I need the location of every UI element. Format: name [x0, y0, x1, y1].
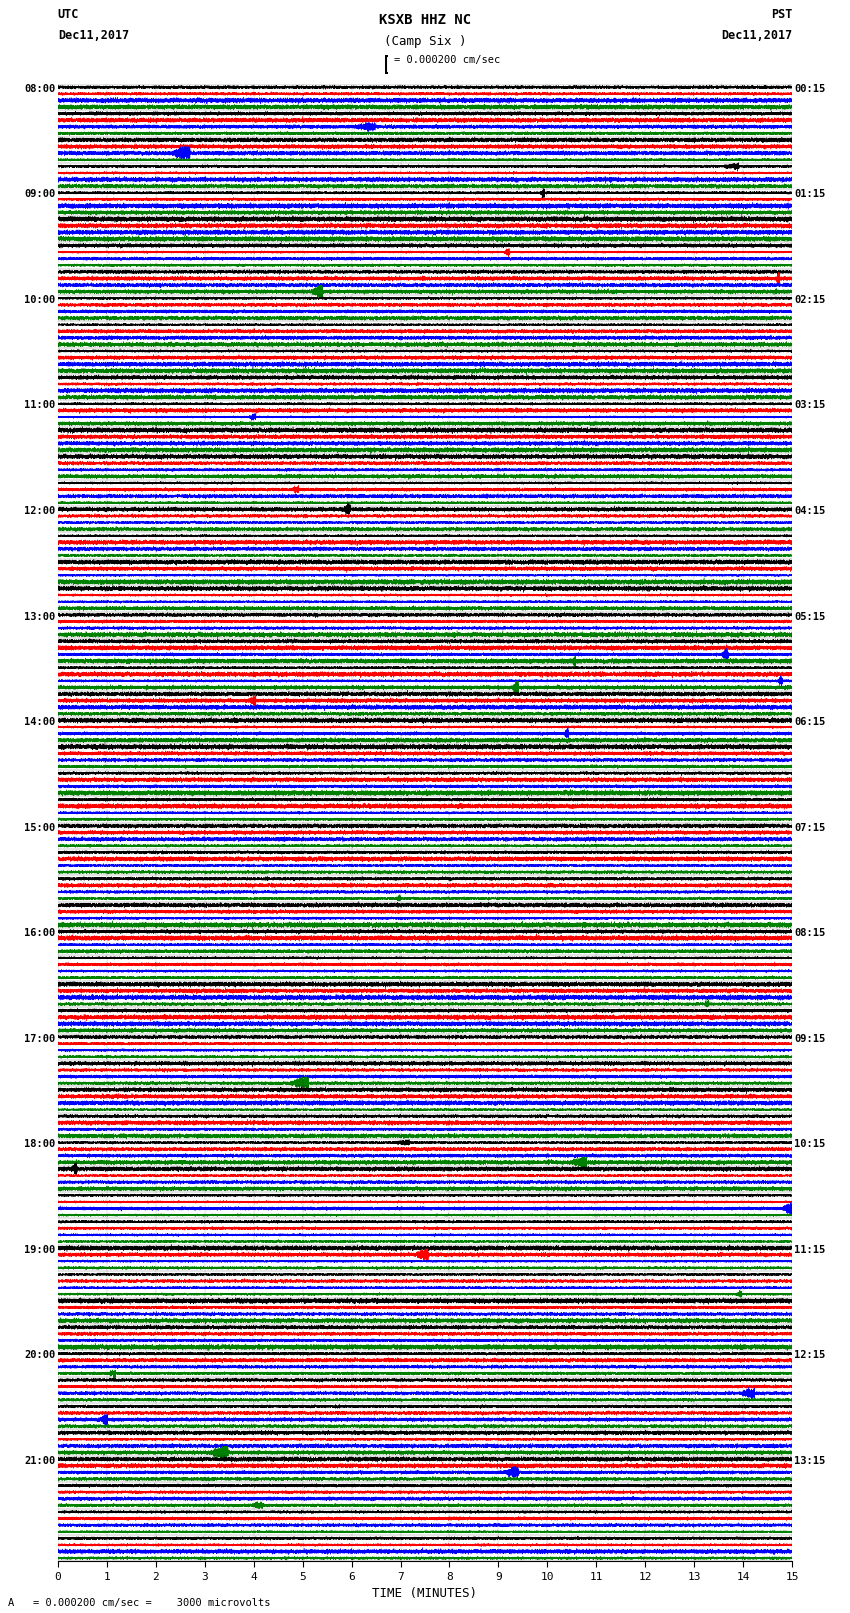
Text: 08:00: 08:00: [25, 84, 55, 94]
Text: 13:15: 13:15: [795, 1457, 825, 1466]
Text: 15:00: 15:00: [25, 823, 55, 832]
Text: 09:00: 09:00: [25, 189, 55, 200]
Text: 08:15: 08:15: [795, 927, 825, 939]
Text: 14:00: 14:00: [25, 718, 55, 727]
Text: 06:15: 06:15: [795, 718, 825, 727]
Text: 09:15: 09:15: [795, 1034, 825, 1044]
Text: 05:15: 05:15: [795, 611, 825, 621]
Text: 04:15: 04:15: [795, 506, 825, 516]
Text: 16:00: 16:00: [25, 927, 55, 939]
Text: Dec11,2017: Dec11,2017: [721, 29, 792, 42]
Text: 21:00: 21:00: [25, 1457, 55, 1466]
Text: 02:15: 02:15: [795, 295, 825, 305]
Text: 10:15: 10:15: [795, 1139, 825, 1148]
Text: 17:00: 17:00: [25, 1034, 55, 1044]
Text: 03:15: 03:15: [795, 400, 825, 410]
Text: 12:15: 12:15: [795, 1350, 825, 1360]
Text: 19:00: 19:00: [25, 1245, 55, 1255]
Text: 11:15: 11:15: [795, 1245, 825, 1255]
Text: = 0.000200 cm/sec: = 0.000200 cm/sec: [394, 55, 500, 65]
Text: UTC: UTC: [58, 8, 79, 21]
Text: PST: PST: [771, 8, 792, 21]
Text: 12:00: 12:00: [25, 506, 55, 516]
Text: (Camp Six ): (Camp Six ): [383, 35, 467, 48]
Text: 00:15: 00:15: [795, 84, 825, 94]
Text: A   = 0.000200 cm/sec =    3000 microvolts: A = 0.000200 cm/sec = 3000 microvolts: [8, 1598, 271, 1608]
Text: 20:00: 20:00: [25, 1350, 55, 1360]
Text: 18:00: 18:00: [25, 1139, 55, 1148]
X-axis label: TIME (MINUTES): TIME (MINUTES): [372, 1587, 478, 1600]
Text: KSXB HHZ NC: KSXB HHZ NC: [379, 13, 471, 27]
Text: 07:15: 07:15: [795, 823, 825, 832]
Text: 11:00: 11:00: [25, 400, 55, 410]
Text: 01:15: 01:15: [795, 189, 825, 200]
Text: 10:00: 10:00: [25, 295, 55, 305]
Text: Dec11,2017: Dec11,2017: [58, 29, 129, 42]
Text: 13:00: 13:00: [25, 611, 55, 621]
